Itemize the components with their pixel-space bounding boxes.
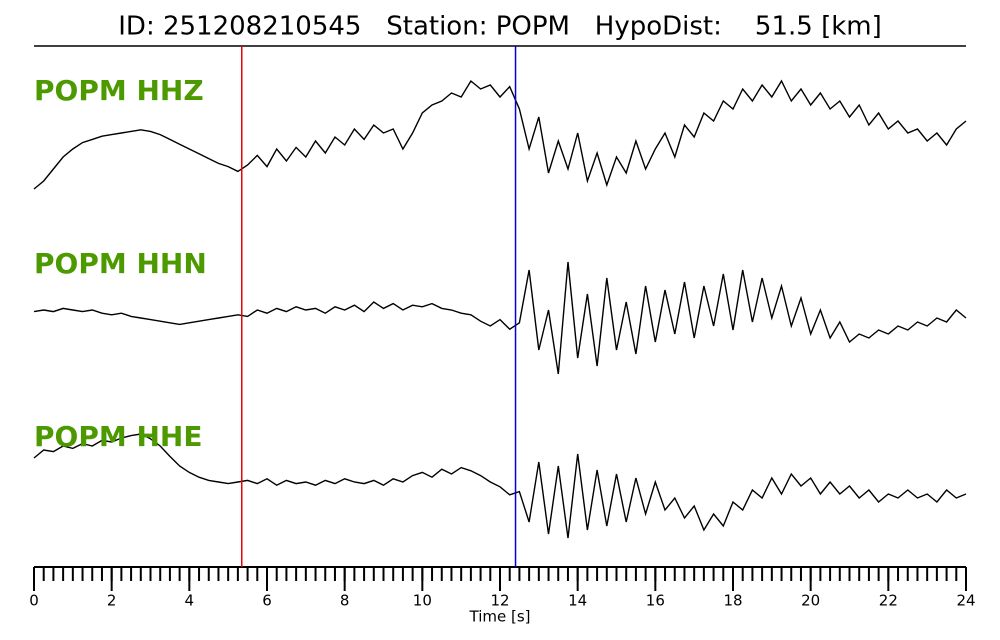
- x-tick-label: 16: [646, 592, 665, 610]
- x-axis-label: Time [s]: [469, 608, 531, 626]
- x-tick-label: 6: [262, 592, 272, 610]
- waveform: [33, 79, 967, 190]
- x-tick-label: 4: [185, 592, 195, 610]
- x-tick-label: 8: [340, 592, 350, 610]
- x-tick-label: 24: [956, 592, 975, 610]
- x-tick-label: 0: [29, 592, 39, 610]
- trace-label: POPM HHE: [34, 420, 202, 453]
- x-tick-label: 14: [568, 592, 587, 610]
- waveform: [33, 433, 967, 539]
- x-tick-label: 22: [879, 592, 898, 610]
- trace-label: POPM HHN: [34, 247, 207, 280]
- trace-label: POPM HHZ: [34, 74, 204, 107]
- x-tick-label: 20: [801, 592, 820, 610]
- x-tick-label: 18: [723, 592, 742, 610]
- waveform: [33, 261, 967, 375]
- x-tick-label: 2: [107, 592, 117, 610]
- x-tick-label: 12: [490, 592, 509, 610]
- x-tick-label: 10: [413, 592, 432, 610]
- chart-title: ID: 251208210545 Station: POPM HypoDist:…: [118, 12, 882, 42]
